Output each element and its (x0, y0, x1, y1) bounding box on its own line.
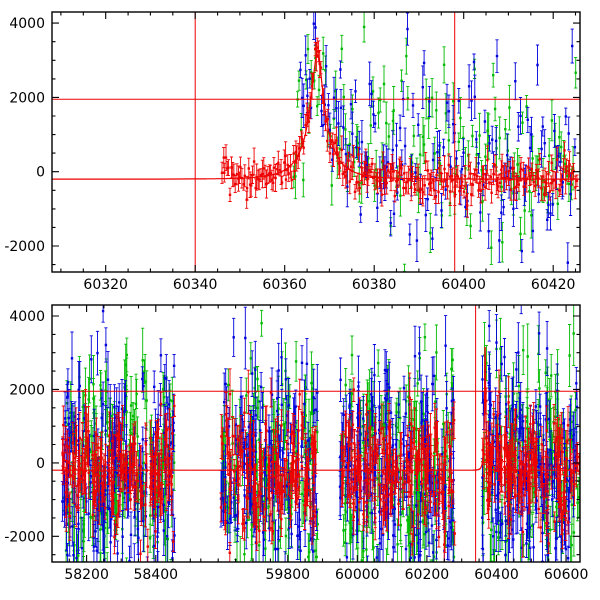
zoom-light-curve-x-tick-label: 60360 (262, 277, 307, 293)
zoom-light-curve-x-tick-label: 60380 (352, 277, 397, 293)
zoom-light-curve-x-tick-label: 60320 (83, 277, 128, 293)
zoom-light-curve-x-tick-label: 60340 (173, 277, 218, 293)
zoom-light-curve-tick-marks (52, 12, 580, 272)
zoom-light-curve-model-curve (52, 53, 580, 180)
full-light-curve-y-tick-label: 0 (36, 456, 45, 472)
zoom-light-curve-data-layer (52, 12, 580, 272)
full-light-curve-x-tick-label: 59800 (266, 567, 311, 583)
full-light-curve-y-tick-label: -2000 (4, 529, 45, 545)
full-light-curve-x-tick-label: 60600 (544, 567, 589, 583)
zoom-light-curve-y-tick-label: -2000 (4, 239, 45, 255)
full-light-curve-x-tick-label: 60200 (405, 567, 450, 583)
full-light-curve-axes-frame (51, 304, 581, 563)
full-light-curve-data-layer (52, 305, 580, 562)
zoom-light-curve-axes-frame (51, 11, 581, 273)
full-light-curve-x-tick-label: 60000 (335, 567, 380, 583)
zoom-light-curve-y-tick-label: 4000 (9, 16, 45, 32)
full-light-curve-x-tick-label: 58200 (64, 567, 109, 583)
full-light-curve-x-tick-label: 60400 (474, 567, 519, 583)
zoom-light-curve-x-tick-label: 60420 (531, 277, 576, 293)
full-light-curve-model-curve (190, 347, 580, 471)
full-light-curve-y-tick-label: 4000 (9, 309, 45, 325)
full-light-curve-x-tick-label: 58400 (134, 567, 179, 583)
zoom-light-curve-y-tick-label: 2000 (9, 90, 45, 106)
full-light-curve-y-tick-label: 2000 (9, 382, 45, 398)
zoom-light-curve-y-tick-label: 0 (36, 165, 45, 181)
zoom-light-curve-x-tick-label: 60400 (441, 277, 486, 293)
